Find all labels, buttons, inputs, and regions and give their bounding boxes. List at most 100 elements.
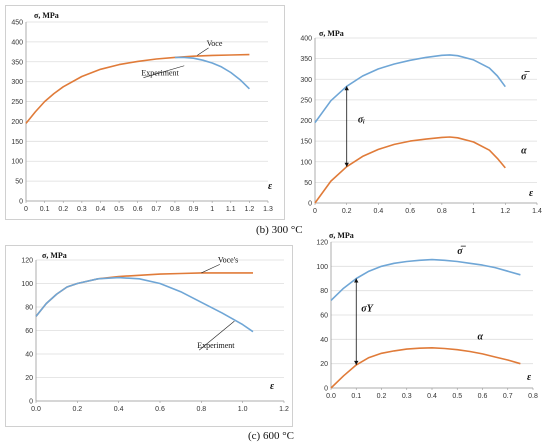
y-tick-label: 100 bbox=[11, 159, 23, 166]
y-tick-label: 60 bbox=[25, 328, 33, 335]
y-tick-label: 250 bbox=[11, 99, 23, 106]
y-tick-label: 450 bbox=[11, 20, 23, 27]
series-line bbox=[314, 136, 506, 204]
x-tick-label: 0.2 bbox=[72, 406, 82, 413]
annotation-label: σ̅ bbox=[457, 246, 466, 257]
x-axis-label: ε bbox=[270, 381, 275, 392]
annotation-label: Experiment bbox=[197, 341, 235, 350]
x-tick-label: 0.1 bbox=[40, 206, 50, 213]
arrow-head-bottom bbox=[344, 162, 349, 167]
x-tick-label: 0.5 bbox=[452, 393, 462, 400]
y-tick-label: 100 bbox=[21, 281, 33, 288]
x-tick-label: 1.2 bbox=[279, 406, 289, 413]
annotation-label: Voce's bbox=[218, 255, 238, 264]
y-tick-label: 50 bbox=[15, 179, 23, 186]
x-tick-label: 0.0 bbox=[326, 393, 336, 400]
x-tick-label: 1.4 bbox=[532, 208, 542, 215]
y-tick-label: 20 bbox=[320, 361, 328, 368]
y-tick-label: 200 bbox=[11, 119, 23, 126]
x-tick-label: 1.3 bbox=[263, 206, 273, 213]
series-line bbox=[330, 258, 521, 301]
y-tick-label: 150 bbox=[300, 139, 312, 146]
annotation-leader bbox=[143, 65, 185, 78]
x-tick-label: 0.8 bbox=[528, 393, 538, 400]
y-tick-label: 400 bbox=[300, 36, 312, 43]
x-tick-label: 0.1 bbox=[351, 393, 361, 400]
x-tick-label: 0.8 bbox=[170, 206, 180, 213]
y-tick-label: 150 bbox=[11, 139, 23, 146]
x-tick-label: 0.4 bbox=[114, 406, 124, 413]
annotation-leader bbox=[199, 320, 235, 351]
chart-panel-voce-300: 0 50 100 150 200 250 300 350 400 450 0 0.1 0.2 0.3 0.4… bbox=[5, 5, 285, 220]
y-tick-label: 20 bbox=[25, 375, 33, 382]
y-tick-label: 100 bbox=[300, 159, 312, 166]
y-tick-label: 0 bbox=[308, 201, 312, 208]
annotation-label: Experiment bbox=[141, 69, 179, 78]
x-tick-label: 0.6 bbox=[133, 206, 143, 213]
x-tick-label: 0.6 bbox=[155, 406, 165, 413]
arrow-head-top bbox=[354, 278, 359, 283]
x-tick-label: 0 bbox=[24, 206, 28, 213]
x-tick-label: 1 bbox=[472, 208, 476, 215]
caption-600: (c) 600 °C bbox=[248, 430, 294, 442]
x-tick-label: 0.3 bbox=[402, 393, 412, 400]
x-tick-label: 0.9 bbox=[189, 206, 199, 213]
x-tick-label: 1.1 bbox=[226, 206, 236, 213]
x-tick-label: 1.0 bbox=[238, 406, 248, 413]
x-tick-label: 0.0 bbox=[31, 406, 41, 413]
annotation-label: σ̅ bbox=[521, 71, 530, 82]
annotation-label: σY bbox=[361, 303, 373, 314]
x-tick-label: 0.4 bbox=[96, 206, 106, 213]
series-line bbox=[25, 53, 250, 124]
y-axis-label: σ, MPa bbox=[34, 11, 59, 20]
caption-300: (b) 300 °C bbox=[256, 224, 303, 236]
chart-panel-voce-600: 0 20 40 60 80 100 120 0.0 0.2 0.4 0.6 0.8 1.0 1.2 σ, M… bbox=[5, 245, 293, 427]
x-tick-label: 0.4 bbox=[427, 393, 437, 400]
chart-svg-voce-600: 0 20 40 60 80 100 120 0.0 0.2 0.4 0.6 0.8 1.0 1.2 σ, M… bbox=[21, 251, 289, 413]
y-tick-label: 120 bbox=[21, 258, 33, 265]
x-tick-label: 0.8 bbox=[437, 208, 447, 215]
x-tick-label: 1.2 bbox=[245, 206, 255, 213]
x-tick-label: 1 bbox=[210, 206, 214, 213]
annotation-label: α bbox=[521, 146, 527, 157]
y-tick-label: 50 bbox=[304, 180, 312, 187]
x-tick-label: 0.2 bbox=[58, 206, 68, 213]
y-tick-label: 300 bbox=[11, 79, 23, 86]
annotation-leader bbox=[201, 264, 220, 274]
chart-panel-sigma-alpha-300: 0 50 100 150 200 250 300 350 400 0 0.2 0.4 0.6 0.8 1 1.… bbox=[291, 28, 545, 220]
y-tick-label: 0 bbox=[29, 399, 33, 406]
chart-svg-sigma-alpha-600: 0 20 40 60 80 100 120 0.0 0.1 0.2 0.3 0.4 0.5 0.6 0.7 0… bbox=[316, 231, 538, 400]
x-axis-label: ε bbox=[527, 372, 532, 383]
y-tick-label: 40 bbox=[320, 337, 328, 344]
x-tick-label: 0.6 bbox=[405, 208, 415, 215]
x-tick-label: 0.7 bbox=[151, 206, 161, 213]
annotation-label: Voce bbox=[207, 39, 223, 48]
x-tick-label: 0.3 bbox=[77, 206, 87, 213]
arrow-head-bottom bbox=[354, 360, 359, 365]
y-tick-label: 300 bbox=[300, 77, 312, 84]
y-tick-label: 250 bbox=[300, 97, 312, 104]
chart-panel-sigma-alpha-600: 0 20 40 60 80 100 120 0.0 0.1 0.2 0.3 0.4 0.5 0.6 0.7 0… bbox=[297, 230, 545, 410]
x-tick-label: 1.2 bbox=[500, 208, 510, 215]
x-tick-label: 0.7 bbox=[503, 393, 513, 400]
y-tick-label: 0 bbox=[19, 199, 23, 206]
y-tick-label: 40 bbox=[25, 352, 33, 359]
series-line bbox=[174, 56, 250, 90]
series-line bbox=[35, 276, 254, 333]
y-tick-label: 350 bbox=[300, 56, 312, 63]
y-tick-label: 350 bbox=[11, 59, 23, 66]
x-tick-label: 0.4 bbox=[374, 208, 384, 215]
x-tick-label: 0.8 bbox=[196, 406, 206, 413]
y-tick-label: 80 bbox=[25, 305, 33, 312]
chart-svg-sigma-alpha-300: 0 50 100 150 200 250 300 350 400 0 0.2 0.4 0.6 0.8 1 1.… bbox=[300, 29, 542, 215]
y-tick-label: 100 bbox=[316, 264, 328, 271]
chart-svg-voce-300: 0 50 100 150 200 250 300 350 400 450 0 0.1 0.2 0.3 0.4… bbox=[11, 11, 273, 213]
arrow-head-top bbox=[344, 86, 349, 91]
annotation-label: σᵢ bbox=[358, 115, 365, 126]
annotation-leader bbox=[197, 47, 209, 56]
y-tick-label: 60 bbox=[320, 313, 328, 320]
x-tick-label: 0.2 bbox=[377, 393, 387, 400]
x-tick-label: 0.5 bbox=[114, 206, 124, 213]
series-line bbox=[330, 347, 521, 389]
y-axis-label: σ, MPa bbox=[42, 251, 67, 260]
